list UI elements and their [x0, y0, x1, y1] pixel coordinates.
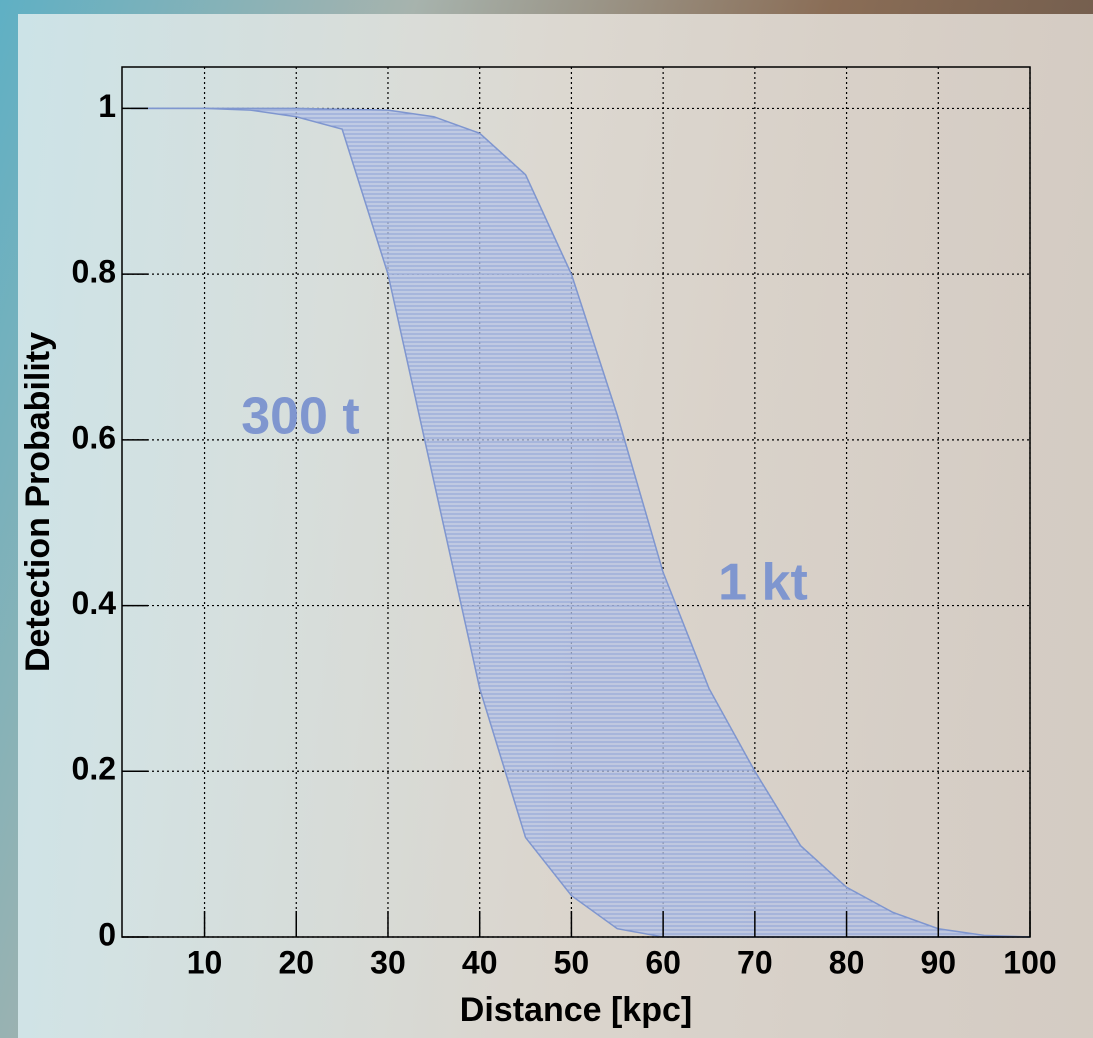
- x-tick-label: 80: [829, 944, 865, 980]
- series-label: 1 kt: [718, 553, 808, 611]
- y-tick-label: 0.2: [72, 751, 116, 787]
- y-axis-title: Detection Probability: [19, 332, 57, 672]
- series-line: [131, 107, 1031, 938]
- x-tick-label: 30: [370, 944, 406, 980]
- y-tick-label: 0: [98, 916, 116, 952]
- x-tick-label: 40: [462, 944, 498, 980]
- x-tick-label: 60: [645, 944, 681, 980]
- plot-frame: [121, 66, 1031, 938]
- x-tick-label: 70: [737, 944, 773, 980]
- x-tick-label: 90: [920, 944, 956, 980]
- x-tick-label: 100: [1003, 944, 1056, 980]
- series-label: 300 t: [241, 388, 360, 446]
- plot-area: 300 t 1 kt 10 20 30 40 50 60 70 80 90 100 0 0.2 0.4 0.6…: [72, 66, 1057, 980]
- x-tick-label: 50: [554, 944, 590, 980]
- x-tick-label: 20: [278, 944, 314, 980]
- y-tick-label: 0.4: [72, 585, 117, 621]
- x-axis-title: Distance [kpc]: [460, 991, 692, 1029]
- x-tick-label: 10: [187, 944, 223, 980]
- y-tick-label: 0.6: [72, 419, 116, 455]
- band-fill: [131, 108, 1030, 937]
- y-tick-label: 1: [98, 88, 116, 124]
- y-tick-label: 0.8: [72, 254, 116, 290]
